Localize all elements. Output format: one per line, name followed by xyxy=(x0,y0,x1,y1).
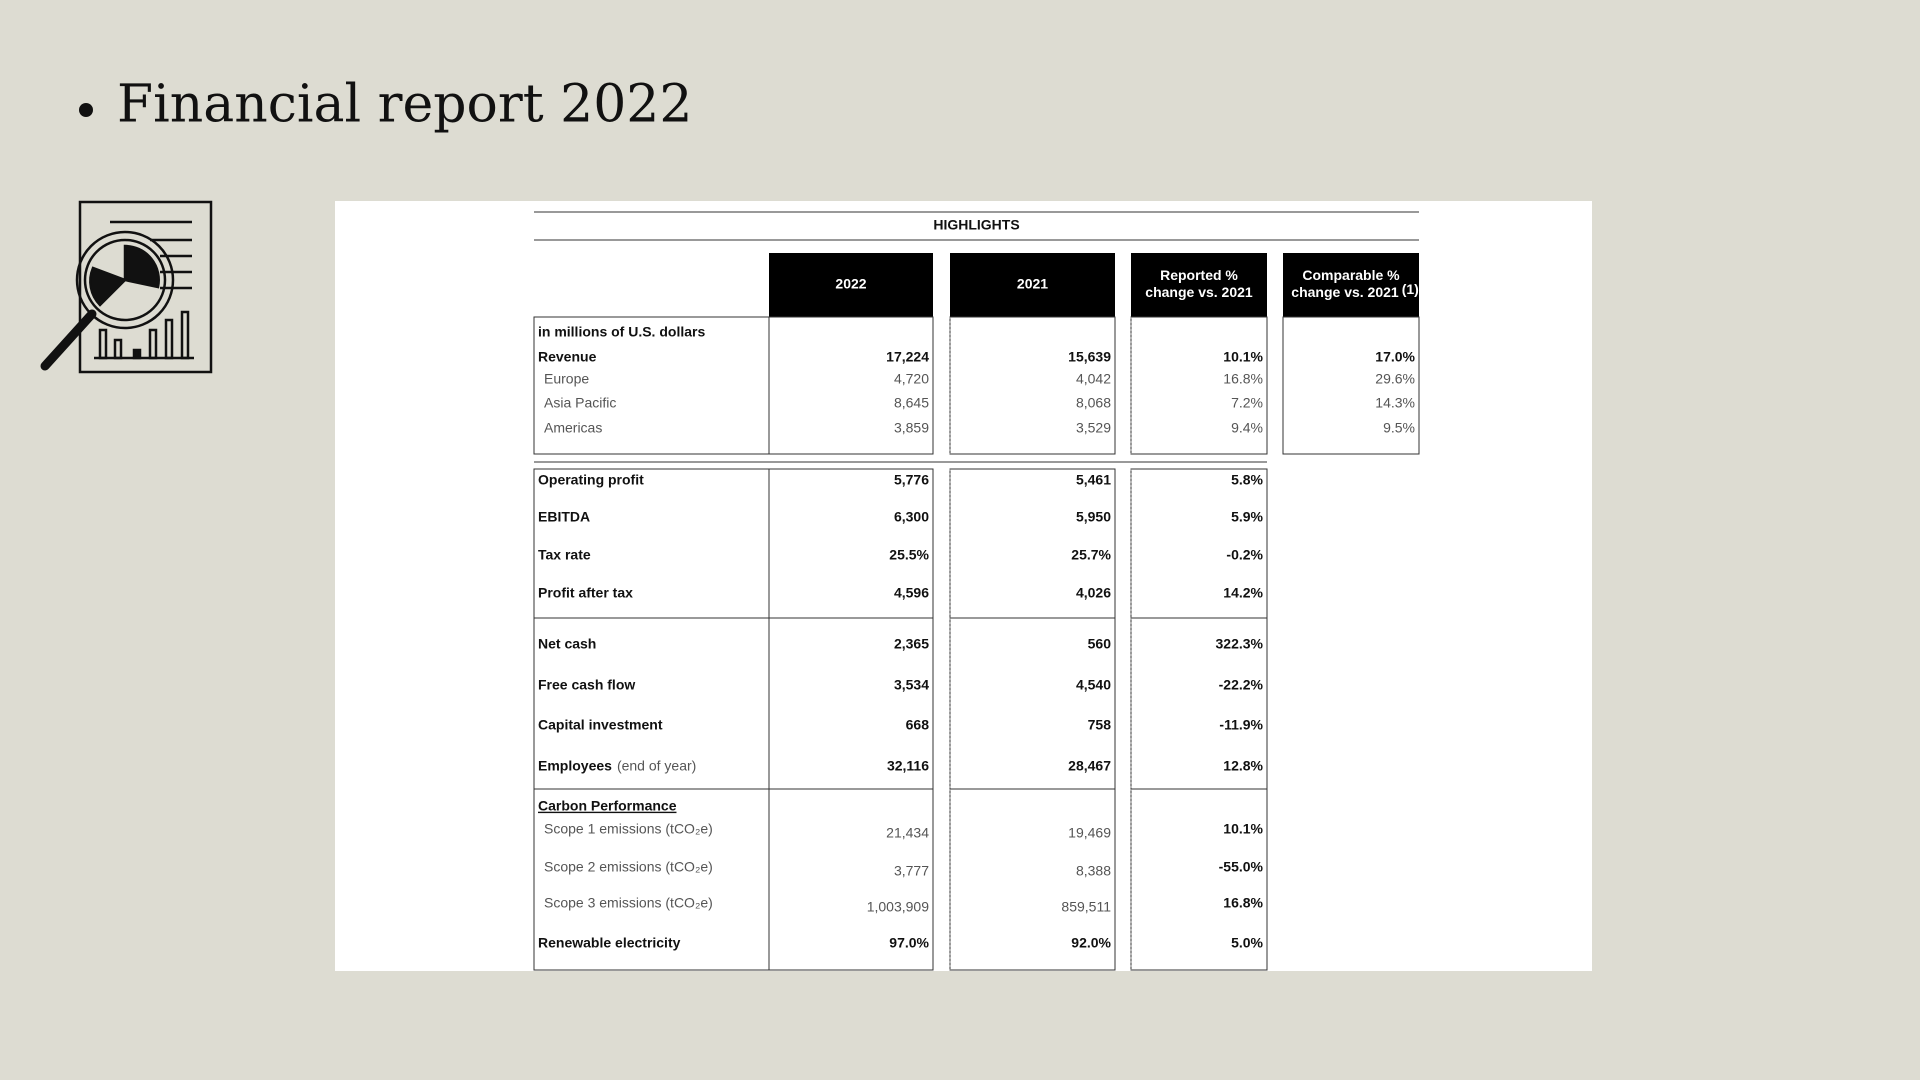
cell-value: 10.1% xyxy=(1223,349,1263,365)
cell-value: 4,540 xyxy=(1076,677,1111,693)
row-label: Employees xyxy=(538,758,612,774)
cell-value: 6,300 xyxy=(894,509,929,525)
cell-value: 4,720 xyxy=(894,371,929,387)
row-label: EBITDA xyxy=(538,509,590,525)
cell-value: 29.6% xyxy=(1375,371,1415,387)
bullet xyxy=(79,103,93,117)
row-label: Scope 1 emissions (tCO₂e) xyxy=(544,821,713,837)
cell-value: 560 xyxy=(1088,636,1112,652)
column-box xyxy=(768,788,934,971)
cell-value: 8,645 xyxy=(894,395,929,411)
column-header xyxy=(769,253,933,317)
column-header-text: Comparable % xyxy=(1302,267,1400,283)
footnote-mark: (1) xyxy=(1402,281,1419,297)
cell-value: 5,950 xyxy=(1076,509,1111,525)
cell-value: 19,469 xyxy=(1068,825,1111,841)
cell-value: 5,776 xyxy=(894,472,929,488)
cell-value: -22.2% xyxy=(1219,677,1264,693)
cell-value: 5,461 xyxy=(1076,472,1111,488)
row-label: Revenue xyxy=(538,349,597,365)
row-label: Europe xyxy=(544,371,589,387)
column-box xyxy=(768,316,934,455)
cell-value: 668 xyxy=(906,717,930,733)
cell-value: 5.8% xyxy=(1231,472,1263,488)
row-label: Americas xyxy=(544,420,602,436)
row-label: Profit after tax xyxy=(538,585,633,601)
cell-value: -55.0% xyxy=(1219,859,1264,875)
cell-value: 15,639 xyxy=(1068,349,1111,365)
row-label: Operating profit xyxy=(538,472,644,488)
cell-value: 25.5% xyxy=(889,547,929,563)
cell-value: 92.0% xyxy=(1071,935,1111,951)
row-label: Net cash xyxy=(538,636,596,652)
cell-value: -0.2% xyxy=(1226,547,1263,563)
row-label: Capital investment xyxy=(538,717,663,733)
cell-value: 2,365 xyxy=(894,636,929,652)
cell-value: 4,042 xyxy=(1076,371,1111,387)
cell-value: 5.9% xyxy=(1231,509,1263,525)
row-label: Scope 2 emissions (tCO₂e) xyxy=(544,859,713,875)
cell-value: 758 xyxy=(1088,717,1112,733)
cell-value: 9.4% xyxy=(1231,420,1263,436)
row-label: Renewable electricity xyxy=(538,935,681,951)
column-header xyxy=(1283,253,1419,317)
row-label: Carbon Performance xyxy=(538,798,677,814)
row-label: Free cash flow xyxy=(538,677,635,693)
column-header xyxy=(1131,253,1267,317)
cell-value: 1,003,909 xyxy=(867,899,929,915)
cell-value: 32,116 xyxy=(887,758,929,774)
cell-value: 12.8% xyxy=(1223,758,1263,774)
column-header-text: Reported % xyxy=(1160,267,1238,283)
cell-value: 28,467 xyxy=(1068,758,1111,774)
report-icon xyxy=(40,200,213,374)
row-label: Asia Pacific xyxy=(544,395,616,411)
cell-value: 25.7% xyxy=(1071,547,1111,563)
cell-value: 7.2% xyxy=(1231,395,1263,411)
cell-value: 5.0% xyxy=(1231,935,1263,951)
cell-value: 9.5% xyxy=(1383,420,1415,436)
column-header-text: change vs. 2021 xyxy=(1291,284,1399,300)
cell-value: 16.8% xyxy=(1223,371,1263,387)
cell-value: 17.0% xyxy=(1375,349,1415,365)
cell-value: 8,388 xyxy=(1076,863,1111,879)
column-header xyxy=(950,253,1115,317)
cell-value: 3,859 xyxy=(894,420,929,436)
column-header-text: 2022 xyxy=(835,276,866,292)
cell-value: 8,068 xyxy=(1076,395,1111,411)
cell-value: 4,026 xyxy=(1076,585,1111,601)
cell-value: 14.3% xyxy=(1375,395,1415,411)
cell-value: 3,534 xyxy=(894,677,929,693)
column-header-text: 2021 xyxy=(1017,276,1048,292)
slide-title: Financial report 2022 xyxy=(117,75,692,135)
row-label: Scope 3 emissions (tCO₂e) xyxy=(544,895,713,911)
column-box xyxy=(1282,316,1420,455)
cell-value: 10.1% xyxy=(1223,821,1263,837)
cell-value: 859,511 xyxy=(1061,899,1111,915)
table-panel xyxy=(335,201,1592,971)
column-box xyxy=(949,788,1116,971)
row-note: (end of year) xyxy=(617,758,696,774)
cell-value: -11.9% xyxy=(1219,717,1263,733)
cell-value: 14.2% xyxy=(1223,585,1263,601)
column-box xyxy=(1130,788,1268,971)
cell-value: 97.0% xyxy=(889,935,929,951)
cell-value: 3,529 xyxy=(1076,420,1111,436)
cell-value: 322.3% xyxy=(1216,636,1264,652)
cell-value: 3,777 xyxy=(894,863,929,879)
cell-value: 4,596 xyxy=(894,585,929,601)
cell-value: 17,224 xyxy=(886,349,929,365)
table-title: HIGHLIGHTS xyxy=(933,217,1019,233)
row-label: Tax rate xyxy=(538,547,591,563)
column-header-text: change vs. 2021 xyxy=(1145,284,1253,300)
cell-value: 21,434 xyxy=(886,825,929,841)
row-label: in millions of U.S. dollars xyxy=(538,324,705,340)
cell-value: 16.8% xyxy=(1223,895,1263,911)
